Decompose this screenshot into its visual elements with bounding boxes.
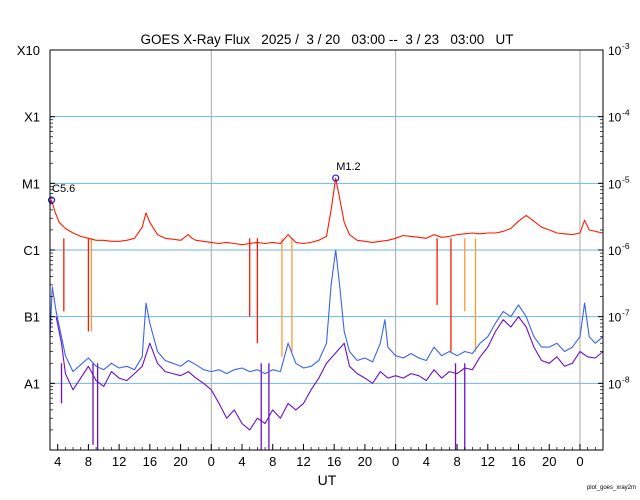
y-tick-label-exponent: -7 xyxy=(622,308,630,318)
y-tick-label-exponent: -8 xyxy=(622,374,630,384)
flare-marker-circle xyxy=(332,174,340,182)
chart-title: GOES X-Ray Flux 2025 / 3 / 20 03:00 -- 3… xyxy=(141,32,514,47)
credit-label: plot_goes_xray2m xyxy=(587,485,636,491)
y-tick-label-right: 10 xyxy=(608,311,622,325)
x-tick-label: 4 xyxy=(238,454,245,469)
y-tick-label-exponent: -3 xyxy=(622,41,630,51)
y-tick-label-left: X10 xyxy=(17,43,40,58)
x-tick-label: 8 xyxy=(453,454,460,469)
y-tick-label-left: X1 xyxy=(24,110,40,125)
y-tick-label-exponent: -4 xyxy=(622,108,630,118)
flux-series-line xyxy=(49,177,604,246)
flare-marker-label: C5.6 xyxy=(52,183,75,195)
y-tick-label-left: B1 xyxy=(24,310,40,325)
x-tick-label: 16 xyxy=(327,454,341,469)
x-tick-label: 12 xyxy=(112,454,126,469)
x-tick-label: 20 xyxy=(173,454,187,469)
y-tick-label-left: M1 xyxy=(22,176,40,191)
y-tick-label-right: 10 xyxy=(608,244,622,258)
grid-lines xyxy=(50,50,603,450)
y-tick-label-exponent: -6 xyxy=(622,241,630,251)
x-tick-label: 4 xyxy=(54,454,61,469)
flare-markers: C5.6 M1.2 xyxy=(47,161,361,204)
y-tick-label-left: A1 xyxy=(24,376,40,391)
x-tick-label: 12 xyxy=(481,454,495,469)
x-tick-label: 4 xyxy=(423,454,430,469)
x-tick-label: 20 xyxy=(542,454,556,469)
x-tick-label: 0 xyxy=(208,454,215,469)
x-tick-label: 0 xyxy=(392,454,399,469)
x-tick-label: 8 xyxy=(85,454,92,469)
y-tick-label-right: 10 xyxy=(608,111,622,125)
y-tick-label-right: 10 xyxy=(608,44,622,58)
x-tick-label: 16 xyxy=(143,454,157,469)
x-tick-label: 20 xyxy=(358,454,372,469)
flux-series xyxy=(49,177,604,450)
y-tick-label-right: 10 xyxy=(608,177,622,191)
x-tick-label: 12 xyxy=(296,454,310,469)
x-tick-label: 8 xyxy=(269,454,276,469)
x-tick-label: 0 xyxy=(576,454,583,469)
flare-marker-label: M1.2 xyxy=(336,161,360,173)
flux-series-line xyxy=(49,249,604,375)
y-tick-label-left: C1 xyxy=(23,243,40,258)
x-tick-label: 16 xyxy=(511,454,525,469)
x-axis-label: UT xyxy=(318,472,337,488)
flux-series-line xyxy=(55,316,604,431)
y-tick-label-right: 10 xyxy=(608,377,622,391)
y-tick-label-exponent: -5 xyxy=(622,174,630,184)
